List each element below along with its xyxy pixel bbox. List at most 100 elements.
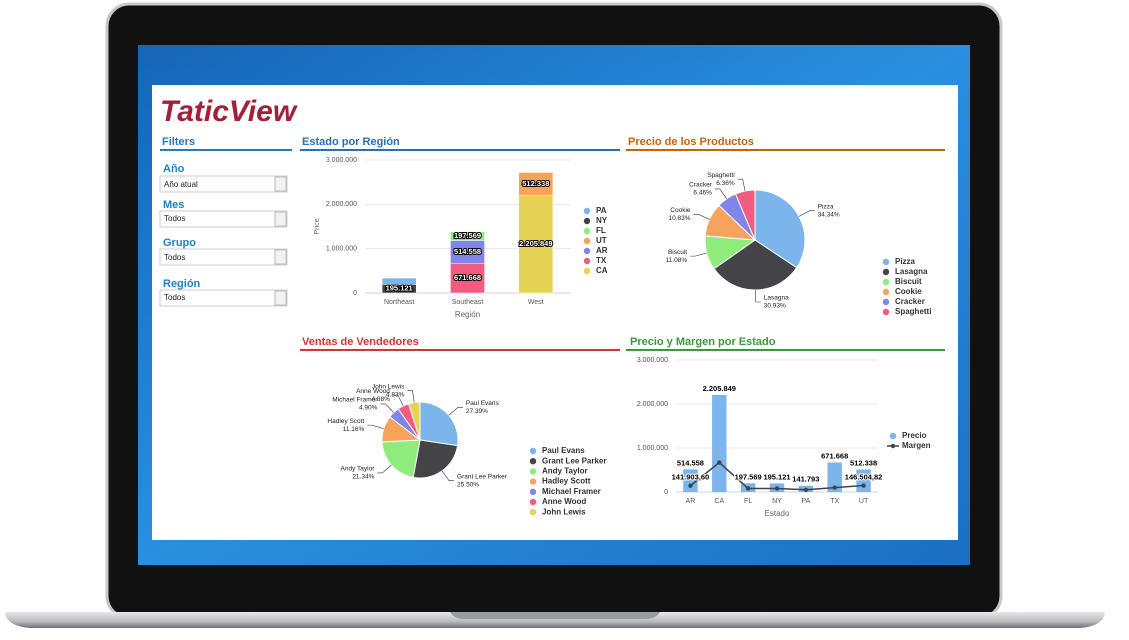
data-label: 197.569: [735, 472, 762, 481]
leader-line: [693, 214, 710, 220]
filter-label: Año: [163, 163, 185, 175]
pie-value-label: 34.34%: [818, 211, 840, 218]
legend-label: Precio: [902, 431, 927, 440]
pie-label: Andy Taylor: [341, 466, 376, 473]
filter-value: Todos: [164, 293, 185, 302]
y-axis-label: Price: [314, 218, 321, 234]
leader-line: [441, 470, 455, 482]
legend-label: Lasagna: [895, 267, 928, 276]
laptop-notch: [450, 612, 660, 619]
chart-title: Precio de los Productos: [628, 136, 754, 148]
pie-value-label: 11.08%: [666, 257, 688, 264]
filter-label: Mes: [163, 199, 184, 211]
x-tick-label: PA: [801, 498, 810, 505]
x-tick-label: UT: [859, 498, 869, 505]
chart-title: Precio y Margen por Estado: [630, 336, 776, 348]
pie-value-label: 30.93%: [764, 303, 786, 310]
line-point: [717, 460, 722, 465]
leader-line: [448, 407, 463, 416]
legend-label: UT: [596, 236, 607, 245]
y-tick-label: 2.000.000: [326, 201, 357, 208]
legend-marker: [583, 207, 591, 215]
bar: [827, 462, 842, 492]
bar-segment: [381, 277, 417, 285]
filter-label: Región: [163, 278, 201, 290]
leader-line: [690, 252, 707, 257]
legend-marker: [882, 268, 890, 276]
pie-label: Lasagna: [764, 295, 789, 302]
legend-label: Hadley Scott: [542, 477, 591, 486]
pie-label: Spaghetti: [707, 172, 734, 179]
x-tick-label: Northeast: [384, 299, 414, 306]
filter-value: Todos: [164, 253, 185, 262]
data-label: 195.121: [386, 284, 413, 293]
x-tick-label: AR: [686, 498, 696, 505]
legend-label: John Lewis: [542, 507, 586, 516]
dropdown-button[interactable]: [274, 211, 287, 227]
legend-label: CA: [596, 266, 608, 275]
dropdown-button[interactable]: [274, 290, 287, 306]
legend-label: Biscuit: [895, 277, 922, 286]
legend-marker: [583, 257, 591, 265]
data-label: 146.504,82: [845, 473, 883, 482]
data-label: 512.338: [850, 458, 877, 467]
legend-label: Grant Lee Parker: [542, 456, 606, 465]
filter-select[interactable]: [159, 248, 288, 266]
legend-marker: [583, 227, 591, 235]
laptop-base: [5, 612, 1105, 628]
line-point: [832, 485, 837, 490]
legend-label: Cracker: [895, 297, 925, 306]
legend-marker: [882, 288, 890, 296]
legend-marker: [583, 267, 591, 275]
data-label: 195.121: [763, 472, 790, 481]
legend-label: Margen: [902, 441, 931, 450]
legend-label: PA: [596, 206, 607, 215]
pie-value-label: 11.16%: [343, 426, 365, 433]
legend-label: NY: [596, 216, 608, 225]
filter-select[interactable]: [159, 210, 288, 228]
x-axis-label: Región: [455, 310, 480, 319]
dropdown-button[interactable]: [274, 176, 287, 192]
legend-marker: [529, 447, 537, 455]
pie-value-label: 4.90%: [359, 405, 378, 412]
data-label: 2.205.849: [703, 384, 736, 393]
data-label: 514.558: [677, 458, 704, 467]
legend-marker: [529, 468, 537, 475]
chart-title: Estado por Región: [302, 136, 400, 148]
pie-value-label: 21.34%: [352, 474, 374, 481]
filter-select[interactable]: [159, 289, 288, 307]
filter-value: Todos: [164, 214, 185, 223]
legend-marker: [529, 478, 537, 485]
filter-label: Grupo: [163, 237, 196, 249]
pie-slice: [412, 439, 459, 479]
leader-line: [377, 464, 392, 474]
pie-slice: [419, 401, 459, 447]
legend-marker: [583, 237, 591, 245]
leader-line: [407, 390, 415, 403]
line-point: [688, 483, 693, 488]
leader-line: [798, 210, 815, 217]
legend-marker: [889, 432, 897, 440]
pie-value-label: 27.39%: [466, 408, 488, 415]
pie-label: Grant Lee Parker: [457, 473, 508, 480]
x-tick-label: FL: [744, 498, 752, 505]
filter-select[interactable]: [159, 175, 288, 193]
pie-value-label: 6.46%: [693, 190, 712, 197]
legend-marker: [882, 308, 890, 316]
line-point: [745, 486, 751, 491]
filter-value: Año atual: [164, 180, 198, 189]
pie-label: Hadley Scott: [327, 418, 364, 425]
data-label: 197.569: [454, 231, 481, 240]
line-point: [861, 483, 866, 488]
line-point: [803, 487, 809, 492]
x-tick-label: NY: [772, 498, 782, 505]
bar-segment: [450, 262, 485, 294]
legend-marker: [583, 247, 591, 255]
x-tick-label: West: [528, 299, 544, 306]
leader-line: [380, 403, 394, 413]
legend-marker: [882, 258, 890, 266]
pie-value-label: 4.88%: [372, 396, 391, 403]
dropdown-button[interactable]: [274, 249, 287, 265]
data-label: 141.903,60: [672, 473, 710, 482]
leader-line: [755, 289, 761, 303]
